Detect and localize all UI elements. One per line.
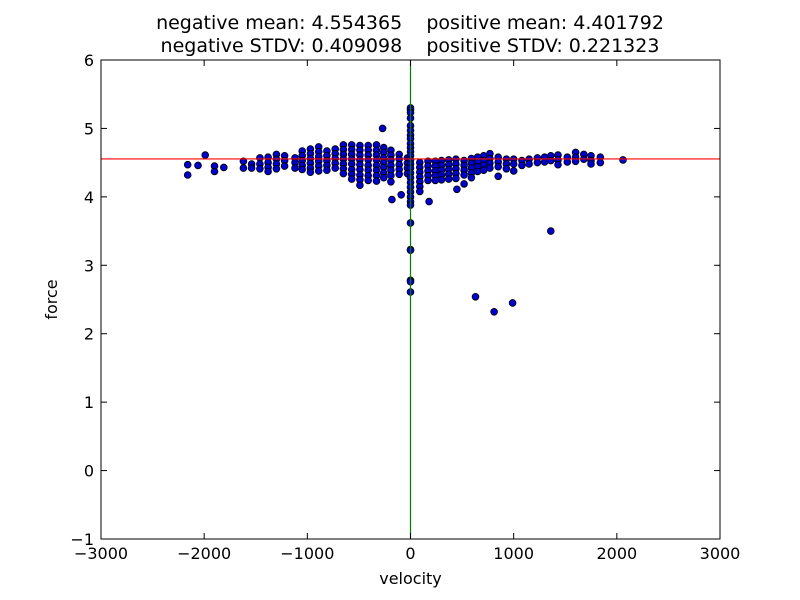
data-point [502,165,511,173]
data-point [280,162,289,170]
y-tick-label: 4 [84,188,94,207]
y-tick-label: 1 [84,393,94,412]
reference-lines [101,60,720,539]
x-tick-label: 0 [405,544,415,563]
x-axis-label: velocity [379,569,442,588]
data-point [298,165,307,174]
data-point [494,162,503,171]
y-tick-label: 5 [84,119,94,138]
data-point [471,292,480,301]
axis-ticks: −3000 −2000 −1000 0 1000 2000 3000 −1 0 1 2 3 4 5 6 [70,51,740,563]
data-point [431,176,440,185]
y-tick-label: 0 [84,462,94,481]
y-tick-label: 3 [84,256,94,275]
data-point [452,174,460,183]
chart-title-line-2: negative STDV: 0.409098 positive STDV: 0… [160,35,660,57]
data-point [397,191,406,199]
data-point [508,299,517,307]
data-point [509,160,518,168]
data-point [509,167,518,175]
data-point [587,160,595,168]
data-point [460,171,468,179]
data-point [596,158,605,167]
data-point [339,169,348,178]
data-point [247,164,256,172]
data-point [467,173,476,182]
x-tick-label: 3000 [700,544,741,563]
data-point [518,161,526,170]
data-point [291,164,299,172]
data-point [415,187,424,196]
data-point [563,158,572,166]
chart-title-line-1: negative mean: 4.554365 positive mean: 4… [156,12,664,34]
data-point [372,177,381,185]
data-point [323,166,331,175]
data-point [460,180,468,188]
data-point [437,176,446,184]
data-point [473,167,482,176]
data-point [571,157,580,166]
data-point [272,165,281,173]
data-point [525,160,533,168]
data-point [239,164,248,172]
data-point [220,163,228,172]
data-point [306,168,315,177]
data-point [490,307,498,316]
data-point [424,176,432,185]
x-tick-label: −1000 [280,544,334,563]
data-point [347,175,356,183]
x-tick-label: 2000 [596,544,637,563]
data-point [210,167,219,176]
data-point [425,197,433,206]
data-point [387,178,395,186]
x-tick-label: 1000 [493,544,534,563]
data-point [387,171,395,180]
data-point [554,160,562,169]
data-point [364,176,373,185]
data-point [453,185,461,194]
data-point [379,173,388,182]
data-point [444,175,453,183]
data-point [314,167,323,175]
data-point [388,195,396,204]
y-tick-label: 6 [84,51,94,70]
x-tick-label: −3000 [74,544,128,563]
data-point [540,158,549,166]
data-point [533,158,542,167]
data-points [183,104,627,316]
y-tick-label: −1 [70,530,94,549]
data-point [395,170,404,179]
data-point [331,164,340,172]
data-point [546,156,555,165]
data-point [256,165,264,173]
data-point [356,181,364,190]
data-point [479,166,488,175]
data-point [264,167,272,176]
data-point [194,161,202,170]
data-point [201,151,210,159]
y-tick-label: 2 [84,325,94,344]
data-point [183,160,192,169]
x-tick-label: −2000 [177,544,231,563]
data-point [494,172,503,181]
y-axis-label: force [42,279,61,319]
data-point [183,171,192,179]
data-point [378,124,387,133]
data-point [486,164,494,172]
data-point [546,227,555,235]
data-point [619,156,627,164]
